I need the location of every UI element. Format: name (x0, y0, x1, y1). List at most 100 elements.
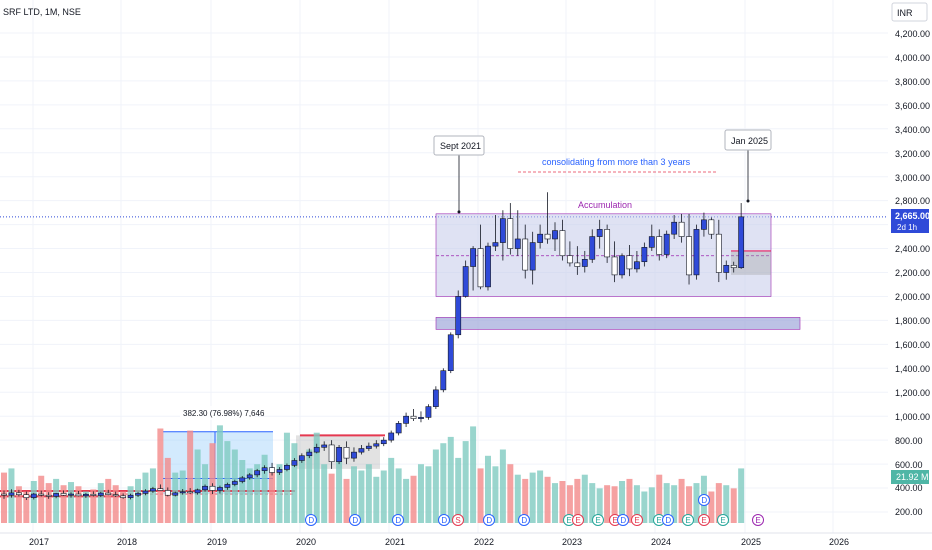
volume-bar (619, 481, 626, 523)
candle-body (403, 415, 409, 424)
volume-badge: 21.92 M (891, 470, 929, 484)
event-markers[interactable]: D D D D S D D E E E E D E E D E E EDE (305, 494, 764, 526)
candle-body (715, 233, 722, 273)
event-marker (392, 514, 404, 526)
jan-2025-callout[interactable]: Jan 2025 (724, 129, 772, 151)
volume-bar (261, 454, 268, 523)
volume-bar (626, 478, 633, 523)
measure-label: 382.30 (76.98%) 7,646 (180, 406, 265, 420)
candle-body (187, 491, 194, 494)
volume-bar (283, 432, 290, 523)
time-tick: 2019 (207, 537, 227, 547)
volume-bar (157, 428, 164, 523)
volume-bar (276, 464, 283, 523)
event-marker-label: E (612, 516, 617, 525)
volume-bar (686, 486, 693, 523)
time-tick: 2021 (385, 537, 405, 547)
price-tick: 2,200.00 (895, 268, 930, 278)
candle-body (142, 490, 149, 494)
candle-body (284, 464, 290, 470)
candle-body (455, 296, 462, 336)
event-marker (752, 514, 764, 526)
event-marker-label: D (441, 516, 447, 525)
price-tick: 800.00 (895, 436, 923, 446)
last-price-badge: 2,665.00 2d 1h (891, 209, 930, 233)
candle-body (470, 248, 476, 267)
price-tick: 3,800.00 (895, 77, 930, 87)
candle-body (97, 492, 104, 496)
candle-body (373, 443, 380, 447)
volume-bar (45, 483, 52, 523)
volume-bar (358, 470, 365, 523)
volume-bar (693, 483, 700, 523)
candle-body (112, 494, 119, 497)
volume-bar (566, 485, 573, 523)
event-marker-label: E (701, 516, 706, 525)
volume-bar (135, 478, 142, 523)
event-marker-label: E (634, 516, 639, 525)
candle-body (485, 245, 491, 288)
volume-bar (90, 489, 97, 523)
annotation-overlay (457, 150, 750, 214)
volume-bar (202, 464, 209, 523)
candle-body (552, 230, 558, 240)
target-zone (731, 250, 771, 275)
event-marker-label: D (521, 516, 527, 525)
time-axis[interactable]: 2017 2018 2019 2020 2021 2022 2023 2024 … (0, 532, 932, 547)
candle-body (425, 406, 432, 418)
candle-body (351, 451, 357, 459)
volume-bar (559, 481, 566, 523)
volume-bar (313, 432, 320, 523)
volume-bar (209, 443, 216, 523)
volume-bar (112, 485, 119, 523)
time-tick: 2024 (651, 537, 671, 547)
event-marker-label: E (656, 516, 661, 525)
event-marker (349, 514, 361, 526)
price-tick: 1,800.00 (895, 316, 930, 326)
candle-body (15, 492, 22, 495)
measure-text: 382.30 (76.98%) 7,646 (183, 409, 265, 418)
candle-body (410, 415, 417, 419)
candle-body (611, 256, 618, 276)
candle-body (246, 474, 253, 479)
candle-body (604, 229, 611, 258)
event-marker-label: D (352, 516, 358, 525)
volume-bars (1, 425, 745, 523)
candle-body (514, 238, 521, 249)
price-tick: 3,600.00 (895, 101, 930, 111)
candle-body (276, 469, 283, 473)
volume-bar (522, 478, 529, 523)
event-marker (452, 514, 464, 526)
candle-body (53, 493, 60, 497)
volume-bar (172, 472, 179, 523)
volume-bar (589, 483, 596, 523)
volume-bar (395, 468, 402, 523)
sept-2021-callout[interactable]: Sept 2021 (433, 135, 485, 156)
volume-bar (730, 488, 737, 523)
candle-body (172, 492, 179, 496)
price-axis[interactable]: 4,200.00 4,000.00 3,800.00 3,600.00 3,40… (895, 29, 930, 517)
candle-body (231, 481, 238, 485)
time-tick: 2022 (474, 537, 494, 547)
volume-bar (552, 483, 559, 523)
candle-body (395, 423, 402, 434)
jan-2025-text: Jan 2025 (731, 136, 768, 146)
candle-body (105, 492, 112, 495)
currency-button[interactable]: INR (891, 2, 928, 22)
volume-bar (350, 466, 357, 523)
candle-body (127, 494, 134, 498)
volume-bar (470, 426, 477, 523)
candle-body (365, 445, 372, 449)
volume-bar (723, 485, 730, 523)
event-marker-label: E (720, 516, 725, 525)
candle-body (686, 236, 692, 276)
candle-body (544, 233, 551, 240)
event-marker (631, 514, 643, 526)
volume-bar (477, 468, 484, 523)
time-tick: 2025 (741, 537, 761, 547)
candle-body (678, 221, 685, 237)
volume-bar (97, 483, 104, 523)
event-marker-label: D (486, 516, 492, 525)
event-marker-label: E (755, 516, 760, 525)
